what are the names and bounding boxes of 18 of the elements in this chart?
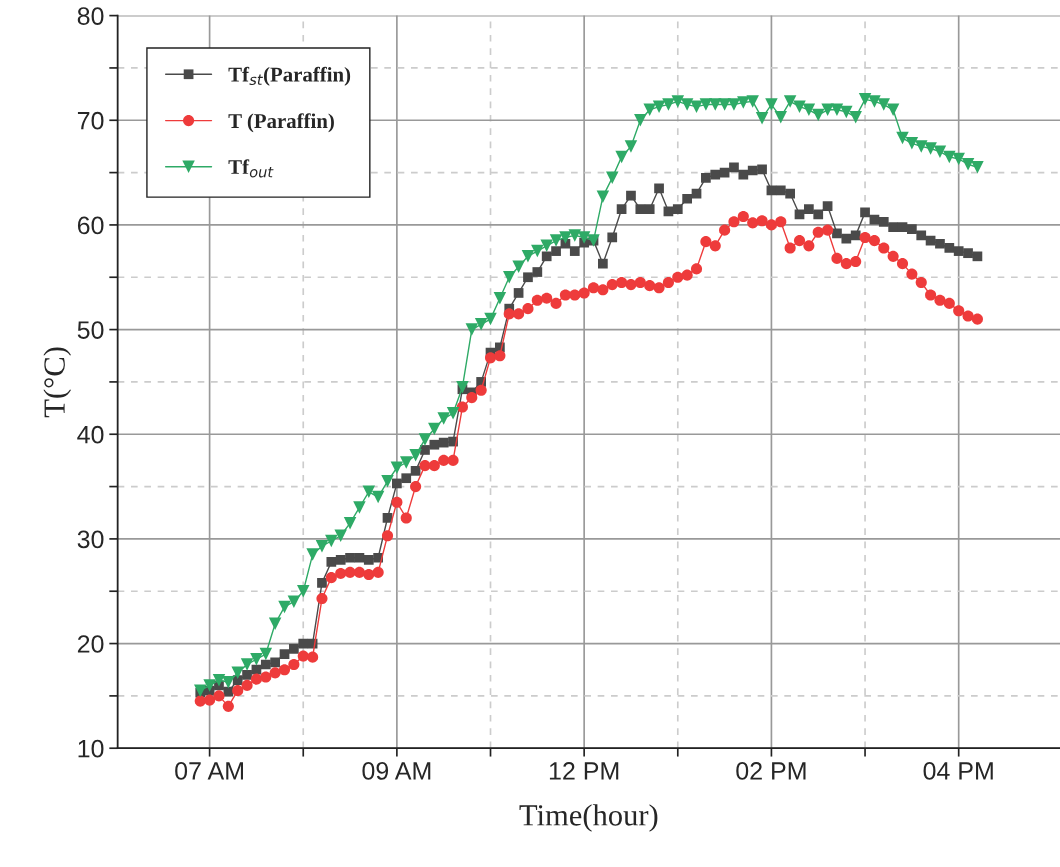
x-axis-title: Time(hour) [519,804,658,832]
y-tick-label: 10 [78,739,104,758]
y-tick-label: 50 [77,321,104,339]
y-tick-label: 60 [77,216,104,235]
y-tick-label: 80 [77,7,104,25]
y-tick-label: 30 [77,530,104,549]
x-tick-label: 07 AM [175,762,243,780]
x-tick-label: 09 AM [362,762,431,780]
x-tick-label: 02 PM [736,762,806,780]
legend-label: Tf$_{out}$ [228,159,274,178]
x-tick-label: 12 PM [549,762,619,780]
y-tick-label: 40 [77,425,104,444]
legend-label: Tf$_{st}$(Paraffin) [228,66,351,86]
x-tick-label: 04 PM [923,762,993,780]
y-tick-label: 70 [77,111,104,130]
y-axis-title: T(°C) [43,347,72,418]
y-tick-label: 20 [77,635,104,653]
legend-label: T (Paraffin) [228,113,334,133]
